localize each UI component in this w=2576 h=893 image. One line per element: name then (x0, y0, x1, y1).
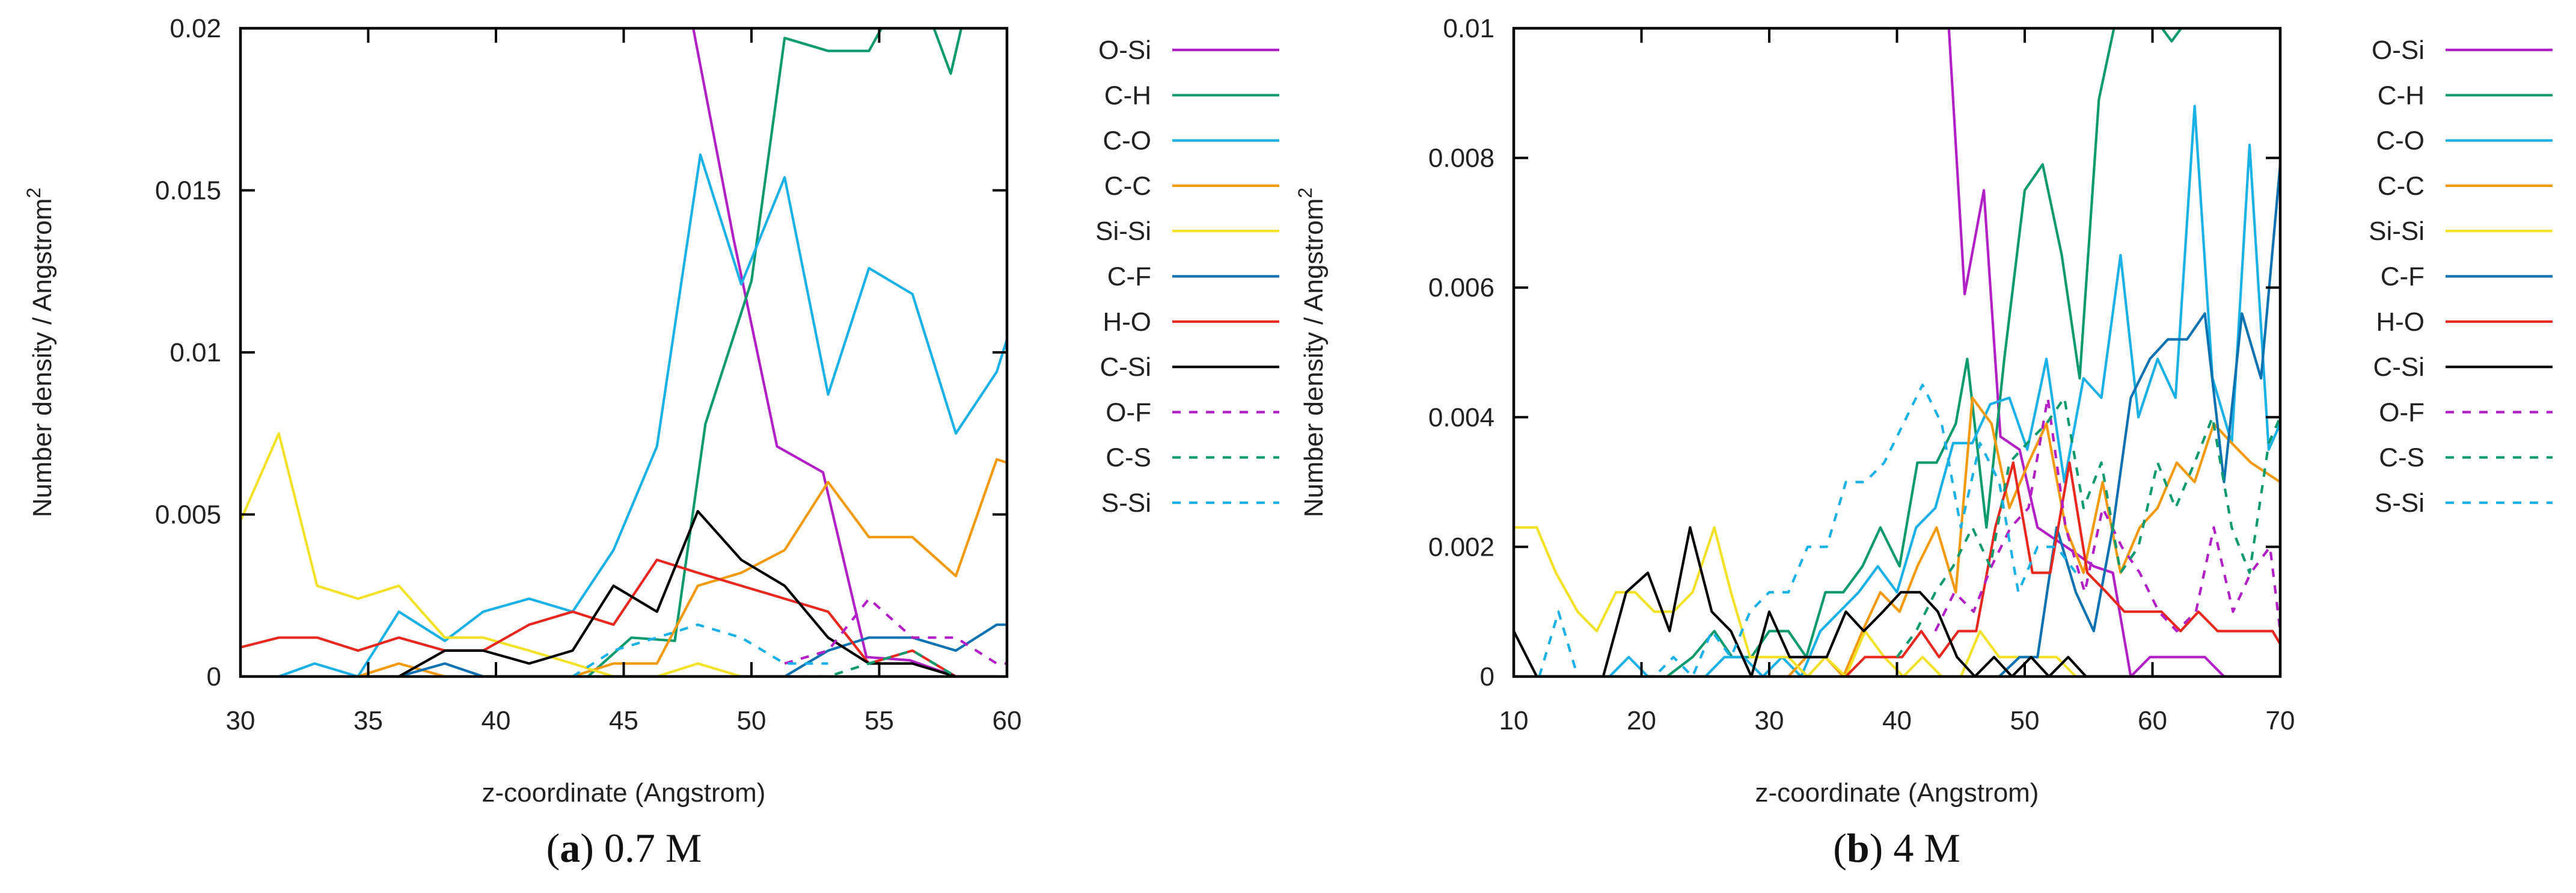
x-tick-label: 60 (2138, 706, 2167, 735)
legend-label-h-o: H-O (1103, 307, 1151, 337)
series-line-c-s (785, 649, 957, 677)
x-tick-label: 40 (482, 706, 511, 735)
y-tick-label: 0.002 (1428, 532, 1495, 562)
x-tick-label: 30 (1755, 706, 1784, 735)
y-tick-label: 0.015 (155, 176, 221, 206)
x-tick-label: 50 (737, 706, 766, 735)
series-line-c-o (1608, 105, 2280, 677)
series-line-c-c (357, 458, 1007, 677)
y-tick-label: 0.008 (1428, 144, 1495, 173)
y-tick-label: 0.006 (1428, 273, 1495, 302)
legend-label-o-si: O-Si (2372, 35, 2425, 65)
legend-label-s-si: S-Si (1101, 488, 1151, 518)
x-tick-label: 55 (864, 706, 894, 735)
x-tick-label: 30 (226, 706, 255, 735)
panel-caption-letter: a (560, 825, 580, 871)
legend-label-c-o: C-O (2376, 126, 2425, 156)
x-axis-label: z-coordinate (Angstrom) (1755, 778, 2039, 808)
panel-caption-text: 0.7 M (594, 825, 702, 871)
legend-label-c-si: C-Si (1100, 352, 1151, 382)
y-tick-label: 0.005 (155, 500, 221, 530)
legend-label-c-h: C-H (2378, 81, 2425, 110)
series-line-c-c (1769, 396, 2280, 677)
x-tick-label: 50 (2010, 706, 2040, 735)
series-lines (240, 28, 1007, 677)
y-tick-label: 0 (1480, 662, 1495, 692)
y-axis-label-text: Number density / Angstrom (1299, 198, 1329, 518)
x-tick-label: 20 (1627, 706, 1656, 735)
legend-label-c-s: C-S (2379, 443, 2425, 473)
series-line-si-si (240, 432, 785, 677)
panel-caption: (a) 0.7 M (546, 825, 702, 871)
x-tick-label: 60 (993, 706, 1022, 735)
legend-label-c-c: C-C (2378, 171, 2425, 201)
legend: O-Si C-H C-O C-C Si-Si C-F H-O C-Si O-F C-S S-Si (2369, 35, 2553, 518)
legend-label-c-si: C-Si (2373, 352, 2425, 382)
y-tick-label: 0 (207, 662, 221, 692)
legend-label-c-s: C-S (1106, 443, 1151, 473)
y-tick-label: 0.02 (170, 14, 221, 43)
panel-b: 10 20 30 40 50 60 70 0 0.002 0.004 0.006 0.008 0.01 z… (1294, 14, 2553, 871)
x-tick-label: 10 (1499, 706, 1529, 735)
y-tick-label: 0.01 (1443, 14, 1495, 43)
series-line-c-si (1514, 526, 2161, 677)
legend-label-c-f: C-F (1107, 262, 1151, 292)
series-line-o-f (784, 597, 1007, 665)
panel-caption-letter: b (1847, 825, 1870, 871)
series-line-s-si (572, 623, 828, 677)
legend-label-si-si: Si-Si (1095, 216, 1151, 246)
y-axis-label: Number density / Angstrom2 (23, 188, 57, 517)
y-axis-label: Number density / Angstrom2 (1294, 188, 1329, 517)
series-line-c-f (1998, 164, 2280, 677)
y-tick-label: 0.01 (170, 338, 221, 367)
series-line-c-s (1895, 396, 2280, 658)
legend-label-c-f: C-F (2381, 262, 2425, 292)
x-tick-label: 70 (2266, 706, 2295, 735)
y-axis-label-text: Number density / Angstrom (28, 198, 57, 518)
legend-label-c-o: C-O (1103, 126, 1151, 156)
x-tick-label: 35 (353, 706, 383, 735)
legend-label-si-si: Si-Si (2369, 216, 2425, 246)
legend-label-o-f: O-F (1106, 397, 1151, 427)
series-lines (1514, 28, 2280, 677)
series-line-h-o (1845, 461, 2280, 677)
legend-label-o-si: O-Si (1098, 35, 1151, 65)
series-line-c-o (240, 153, 1007, 677)
panel-a: 30 35 40 45 50 55 60 0 0.005 0.01 0.015 0.02 z-coord… (23, 14, 1279, 871)
y-axis-label-superscript: 2 (23, 188, 44, 198)
legend-label-h-o: H-O (2376, 307, 2425, 337)
panel-caption-text: 4 M (1883, 825, 1960, 871)
x-axis-label: z-coordinate (Angstrom) (482, 778, 766, 808)
legend-label-c-c: C-C (1104, 171, 1151, 201)
series-line-si-si (1514, 526, 2077, 677)
x-tick-label: 45 (609, 706, 638, 735)
series-line-s-si (1538, 383, 2077, 677)
y-axis-label-superscript: 2 (1294, 188, 1316, 198)
legend-label-c-h: C-H (1104, 81, 1151, 110)
legend-label-s-si: S-Si (2375, 488, 2425, 518)
series-line-c-si (398, 509, 956, 677)
legend-label-o-f: O-F (2379, 397, 2425, 427)
series-line-c-h (547, 28, 963, 677)
series-line-c-f (358, 623, 1007, 677)
x-tick-label: 40 (1882, 706, 1912, 735)
legend: O-Si C-H C-O C-C Si-Si C-F H-O C-Si O-F C-S S-Si (1095, 35, 1279, 518)
y-tick-label: 0.004 (1428, 403, 1495, 432)
panel-caption: (b) 4 M (1833, 825, 1960, 871)
